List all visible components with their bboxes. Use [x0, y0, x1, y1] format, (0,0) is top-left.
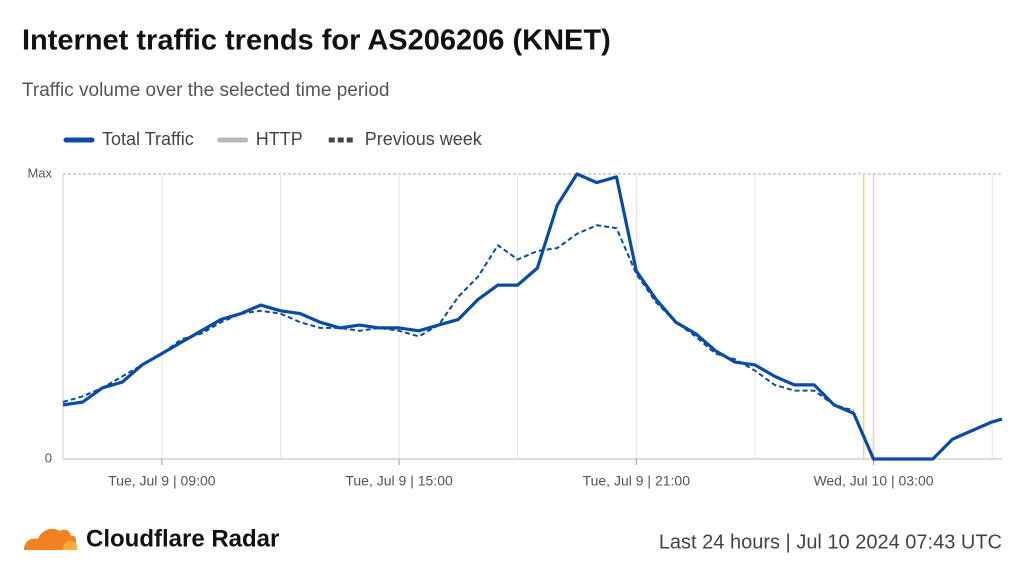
brand: Cloudflare Radar — [86, 525, 279, 552]
legend-label: Total Traffic — [102, 129, 194, 149]
legend-label: Previous week — [365, 129, 483, 149]
logo-cloud — [24, 528, 77, 550]
period: Last 24 hours | Jul 10 2024 07:43 UTC — [659, 531, 1002, 553]
chart-title: Internet traffic trends for AS206206 (KN… — [22, 25, 611, 57]
series-line — [62, 172, 1003, 461]
chart-subtitle: Traffic volume over the selected time pe… — [22, 80, 390, 101]
y-tick-label: Max — [27, 165, 52, 180]
x-tick-label: Tue, Jul 9 | 15:00 — [345, 473, 453, 489]
logo-cloud-small — [62, 540, 78, 550]
x-tick-label: Tue, Jul 9 | 09:00 — [108, 473, 216, 489]
y-tick-label: 0 — [45, 450, 52, 465]
x-tick-label: Tue, Jul 9 | 21:00 — [583, 473, 691, 489]
legend-label: HTTP — [256, 129, 303, 149]
x-tick-label: Wed, Jul 10 | 03:00 — [813, 473, 933, 489]
cloudflare-logo — [24, 528, 78, 550]
